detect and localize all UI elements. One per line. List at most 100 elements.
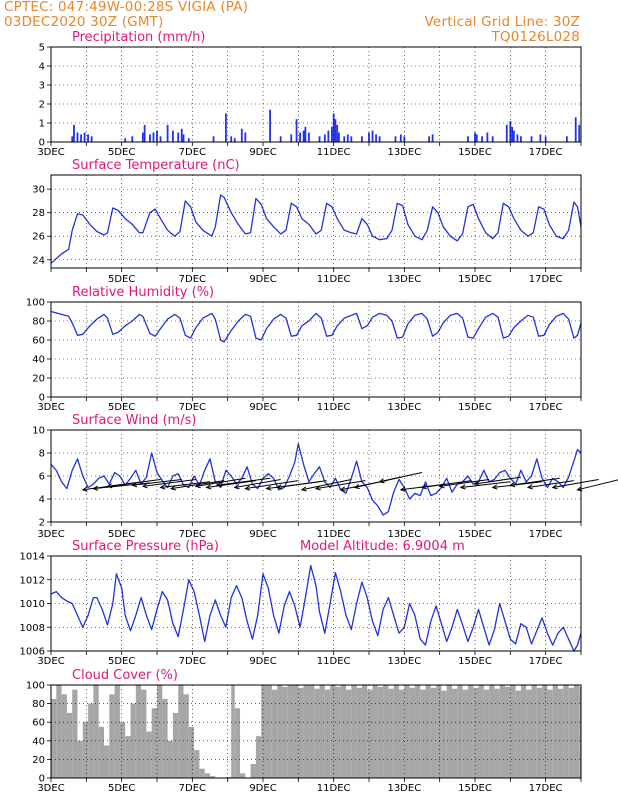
wind-vector: [142, 478, 196, 487]
x-tick-label: 15DEC: [458, 529, 492, 540]
wind-vector-head: [131, 482, 138, 488]
plot-frame: [50, 46, 582, 143]
wind-vector-head: [215, 482, 222, 488]
precip-bar: [516, 134, 519, 142]
x-tick-label: 13DEC: [387, 783, 421, 794]
x-tick-label: 13DEC: [387, 656, 421, 667]
wind-vector-head: [526, 484, 533, 490]
precip-bar: [327, 130, 330, 142]
panel-title: Precipitation (mm/h): [72, 30, 205, 45]
x-tick-label: 13DEC: [387, 274, 421, 285]
x-tick-label: 17DEC: [529, 402, 563, 413]
wind-vector-head: [473, 480, 480, 487]
wind-vector-head: [244, 485, 251, 491]
cloud-bar: [51, 698, 57, 778]
precip-bar: [156, 130, 158, 142]
wind-vector-head: [205, 484, 212, 490]
cloud-bar: [531, 685, 537, 778]
precip-bar: [73, 124, 75, 142]
x-tick-label: 5DEC: [108, 402, 135, 413]
cloud-bar: [452, 688, 458, 778]
precip-bar: [172, 130, 174, 142]
precip-bar: [76, 132, 79, 142]
wind-vector: [439, 478, 490, 487]
precip-bar: [334, 119, 337, 142]
wind-vector: [107, 478, 161, 487]
cloud-bar: [420, 689, 426, 778]
precip-bar: [574, 117, 577, 142]
y-tick-label: 2: [39, 518, 45, 529]
precip-bar: [131, 136, 134, 142]
cloud-bar: [552, 685, 559, 778]
y-tick-label: 20: [32, 755, 45, 766]
cloud-bar: [104, 745, 110, 778]
series-line: [50, 564, 582, 652]
panel-title: Cloud Cover (%): [72, 668, 178, 683]
cloud-bar: [457, 685, 463, 778]
cloud-bar: [183, 694, 189, 778]
x-tick-label: 11DEC: [317, 402, 351, 413]
precip-bar: [431, 134, 434, 142]
cloud-bar: [324, 689, 331, 778]
plot-frame: [50, 555, 582, 652]
precip-bar: [71, 136, 74, 142]
cloud-bar: [88, 703, 94, 778]
x-tick-label: 9DEC: [249, 529, 276, 540]
precip-bar: [530, 136, 533, 142]
precip-bar: [475, 134, 478, 142]
x-tick-label: 13DEC: [387, 402, 421, 413]
x-tick-label: 7DEC: [179, 147, 206, 158]
cloud-bar: [346, 689, 352, 778]
panel-title: Surface Pressure (hPa): [72, 539, 219, 554]
cloud-bar: [298, 687, 304, 778]
y-tick-label: 0: [39, 138, 45, 149]
precip-bar: [159, 136, 162, 142]
x-tick-label: 5DEC: [108, 274, 135, 285]
wind-vector-head: [275, 484, 283, 490]
cloud-bar: [287, 685, 294, 778]
y-tick-label: 24: [32, 255, 45, 266]
precip-bar: [80, 134, 82, 142]
precip-bar: [346, 134, 349, 142]
plot-frame: [50, 684, 582, 779]
precip-bar: [350, 136, 353, 142]
precip-bar: [491, 136, 494, 142]
precip-bar: [481, 136, 483, 142]
cloud-bar: [372, 685, 378, 778]
x-tick-label: 15DEC: [458, 402, 492, 413]
precip-bar: [212, 136, 215, 142]
x-tick-label: 3DEC: [37, 402, 64, 413]
wind-vector-head: [378, 478, 385, 484]
cloud-bar: [367, 689, 373, 778]
wind-vector-head: [194, 483, 201, 489]
cloud-bar: [130, 703, 136, 778]
precip-bar: [511, 126, 513, 142]
x-tick-label: 11DEC: [317, 274, 351, 285]
y-tick-label: 60: [32, 718, 45, 729]
wind-vector: [301, 478, 352, 491]
x-tick-label: 13DEC: [387, 147, 421, 158]
x-tick-label: 3DEC: [37, 529, 64, 540]
cloud-bar: [483, 689, 490, 778]
y-tick-label: 0: [39, 774, 45, 785]
cloud-bar: [82, 722, 89, 778]
cloud-bar: [293, 685, 299, 778]
cloud-bar: [271, 689, 278, 778]
precip-bar: [361, 136, 363, 142]
cloud-bar: [56, 685, 62, 778]
cloud-bar: [308, 685, 315, 778]
wind-vector-head: [353, 483, 360, 490]
wind-vector: [160, 481, 211, 488]
cloud-bar: [547, 689, 553, 778]
cloud-bar: [194, 750, 200, 778]
cloud-bar: [204, 773, 210, 778]
wind-vector-head: [159, 484, 166, 490]
cloud-bar: [425, 685, 431, 778]
x-tick-label: 9DEC: [249, 147, 276, 158]
precip-bar: [467, 136, 469, 142]
precip-bar: [343, 136, 346, 142]
cloud-bar: [361, 685, 368, 778]
x-tick-label: 5DEC: [108, 147, 135, 158]
wind-vector-head: [265, 485, 272, 491]
